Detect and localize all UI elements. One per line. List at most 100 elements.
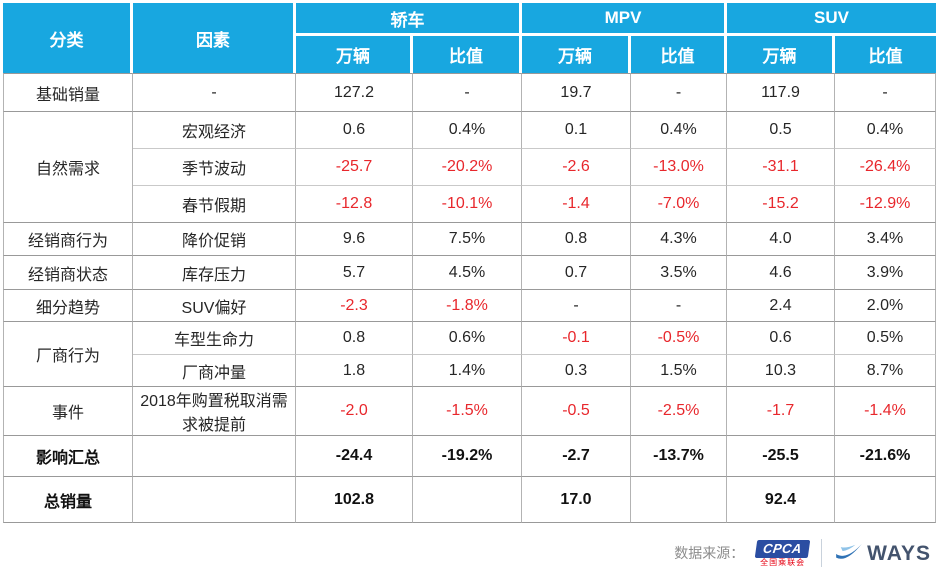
value-cell: 10.3: [727, 354, 835, 386]
header-sedan-ratio: 比值: [413, 36, 522, 73]
value-cell: -19.2%: [413, 435, 522, 476]
header-factor: 因素: [133, 3, 296, 73]
table-row: 经销商状态 库存压力 5.7 4.5% 0.7 3.5% 4.6 3.9%: [3, 255, 936, 289]
cpca-logo: CPCA 全国乘联会: [754, 539, 811, 567]
factor-cell: 降价促销: [133, 222, 296, 255]
value-cell: -: [835, 73, 936, 111]
value-cell: -15.2: [727, 185, 835, 222]
footer: 数据来源： CPCA 全国乘联会 WAYS: [674, 535, 931, 571]
value-cell: -: [413, 73, 522, 111]
table-row: 事件 2018年购置税取消需求被提前 -2.0 -1.5% -0.5 -2.5% -1.7-…: [3, 386, 936, 435]
factor-cell: 库存压力: [133, 255, 296, 289]
category-cell: 总销量: [3, 476, 133, 523]
value-cell: 0.6%: [413, 321, 522, 354]
header-suv-units: 万辆: [727, 36, 835, 73]
factor-cell: 厂商冲量: [133, 354, 296, 386]
table-row: 厂商行为 车型生命力 0.8 0.6% -0.1 -0.5% 0.6 0.5%: [3, 321, 936, 386]
value-cell: 0.8: [296, 321, 413, 354]
value-cell: -2.7: [522, 435, 631, 476]
value-cell: -1.4: [522, 185, 631, 222]
value-cell: -20.2%: [413, 148, 522, 185]
header-suv-ratio: 比值: [835, 36, 936, 73]
value-cell: -: [631, 73, 727, 111]
table-header: 分类 因素 轿车 MPV SUV 万辆 比值 万辆 比值 万辆 比值: [3, 3, 936, 73]
value-cell: [631, 476, 727, 523]
category-cell: 事件: [3, 386, 133, 435]
header-group-mpv: MPV: [522, 3, 727, 36]
value-cell: -0.1: [522, 321, 631, 354]
value-cell: -13.7%: [631, 435, 727, 476]
value-cell: 4.3%: [631, 222, 727, 255]
value-cell: [835, 476, 936, 523]
value-cell: -25.7: [296, 148, 413, 185]
value-cell: -2.0: [296, 386, 413, 435]
sales-impact-table: 分类 因素 轿车 MPV SUV 万辆 比值 万辆 比值 万辆 比值 基础销量 -…: [3, 3, 936, 523]
category-cell: 自然需求: [3, 111, 133, 222]
header-group-suv: SUV: [727, 3, 936, 36]
value-cell: -12.9%: [835, 185, 936, 222]
table-row: 春节假期 -12.8 -10.1% -1.4 -7.0% -15.2 -12.9%: [3, 185, 936, 222]
header-group-sedan: 轿车: [296, 3, 522, 36]
value-cell: 0.1: [522, 111, 631, 148]
value-cell: -: [522, 289, 631, 321]
value-cell: 0.4%: [631, 111, 727, 148]
factor-cell: [133, 435, 296, 476]
value-cell: 17.0: [522, 476, 631, 523]
value-cell: -2.6: [522, 148, 631, 185]
value-cell: -26.4%: [835, 148, 936, 185]
value-cell: 4.0: [727, 222, 835, 255]
value-cell: -1.4%: [835, 386, 936, 435]
table-body: 基础销量 -127.2-19.7-117.9- 自然需求 宏观经济 0.6 0.4% 0.1…: [3, 73, 936, 523]
value-cell: 3.4%: [835, 222, 936, 255]
table-row: 经销商行为 降价促销 9.6 7.5% 0.8 4.3% 4.0 3.4%: [3, 222, 936, 255]
value-cell: -0.5%: [631, 321, 727, 354]
value-cell: 0.7: [522, 255, 631, 289]
factor-cell: 车型生命力: [133, 321, 296, 354]
table-row: 厂商冲量 1.8 1.4% 0.3 1.5% 10.3 8.7%: [3, 354, 936, 386]
value-cell: -1.7: [727, 386, 835, 435]
table-row: 总销量 102.8 17.0 92.4: [3, 476, 936, 523]
ways-logo-text: WAYS: [867, 542, 931, 565]
value-cell: -7.0%: [631, 185, 727, 222]
value-cell: 1.8: [296, 354, 413, 386]
factor-cell: 2018年购置税取消需求被提前: [133, 386, 296, 435]
table-row: 季节波动 -25.7 -20.2% -2.6 -13.0% -31.1 -26.4%: [3, 148, 936, 185]
category-cell: 基础销量: [3, 73, 133, 111]
value-cell: -1.5%: [413, 386, 522, 435]
category-cell: 细分趋势: [3, 289, 133, 321]
value-cell: 0.5: [727, 111, 835, 148]
category-cell: 影响汇总: [3, 435, 133, 476]
value-cell: 127.2: [296, 73, 413, 111]
value-cell: -12.8: [296, 185, 413, 222]
value-cell: 2.4: [727, 289, 835, 321]
value-cell: -2.5%: [631, 386, 727, 435]
header-mpv-units: 万辆: [522, 36, 631, 73]
table-row: 自然需求 宏观经济 0.6 0.4% 0.1 0.4% 0.5 0.4%: [3, 111, 936, 222]
value-cell: -2.3: [296, 289, 413, 321]
value-cell: 0.5%: [835, 321, 936, 354]
value-cell: 0.6: [296, 111, 413, 148]
value-cell: 0.8: [522, 222, 631, 255]
table-row: 影响汇总 -24.4 -19.2% -2.7 -13.7% -25.5 -21.6%: [3, 435, 936, 476]
category-cell: 经销商行为: [3, 222, 133, 255]
category-cell: 经销商状态: [3, 255, 133, 289]
value-cell: 4.5%: [413, 255, 522, 289]
ways-swoosh-icon: [836, 543, 862, 559]
value-cell: -31.1: [727, 148, 835, 185]
table-row: 基础销量 -127.2-19.7-117.9-: [3, 73, 936, 111]
value-cell: 7.5%: [413, 222, 522, 255]
value-cell: 92.4: [727, 476, 835, 523]
data-source-label: 数据来源：: [674, 545, 745, 561]
value-cell: -25.5: [727, 435, 835, 476]
value-cell: -13.0%: [631, 148, 727, 185]
factor-cell: SUV偏好: [133, 289, 296, 321]
header-category: 分类: [3, 3, 133, 73]
category-cell: 厂商行为: [3, 321, 133, 386]
value-cell: -: [631, 289, 727, 321]
value-cell: [413, 476, 522, 523]
value-cell: 3.9%: [835, 255, 936, 289]
cpca-logo-box: CPCA: [754, 539, 811, 558]
value-cell: 0.3: [522, 354, 631, 386]
value-cell: 1.5%: [631, 354, 727, 386]
factor-cell: 宏观经济: [133, 111, 296, 148]
